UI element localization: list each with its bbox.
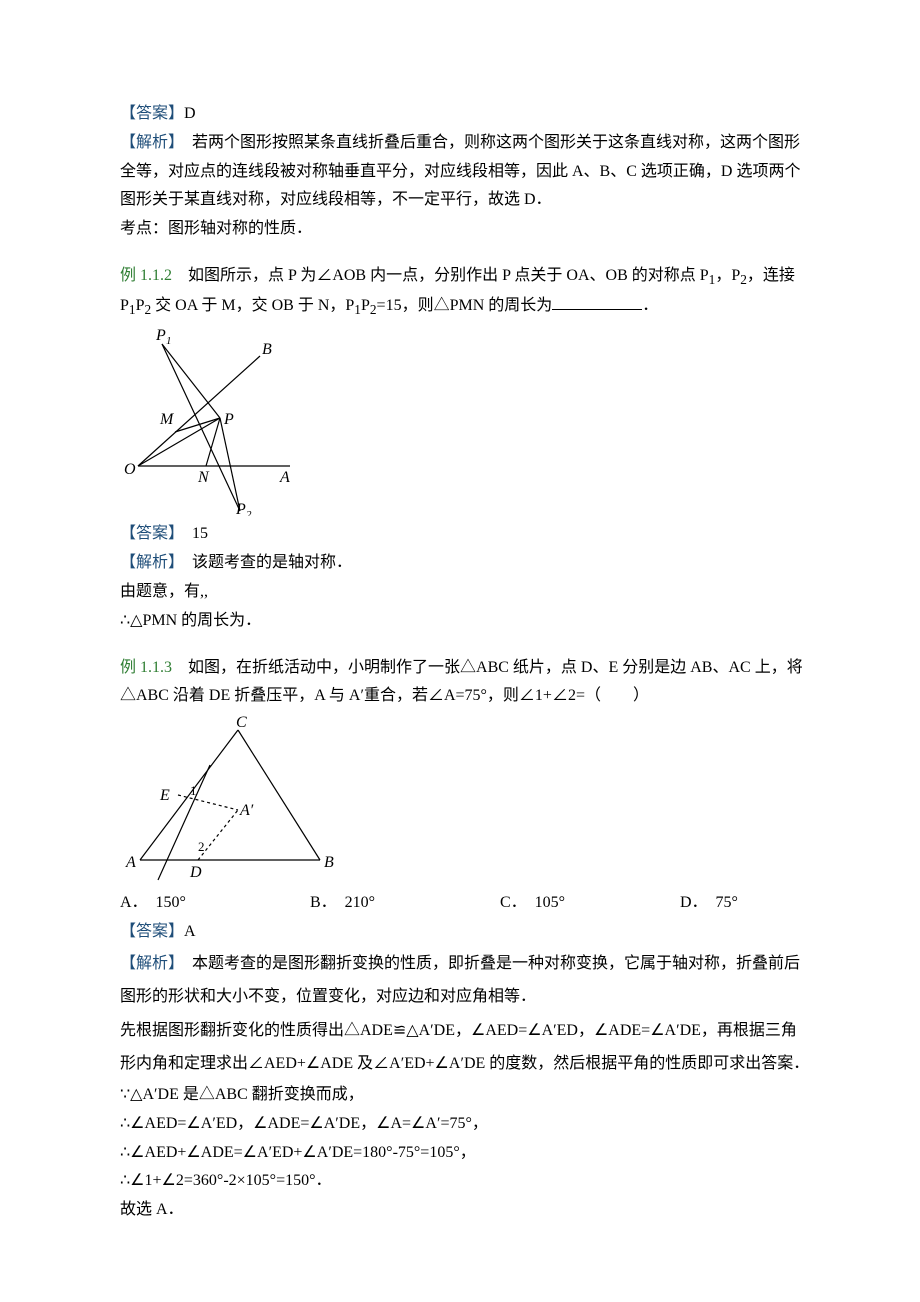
subscript: 1 xyxy=(354,302,361,317)
diagram-svg: P1 B M P O N A P2 xyxy=(120,326,300,516)
svg-text:A′: A′ xyxy=(239,802,254,819)
diagram-svg: C E 1 A′ A 2 B D xyxy=(120,715,350,885)
example-1-1-3-stem: 例 1.1.3 如图，在折纸活动中，小明制作了一张△ABC 纸片，点 D、E 分… xyxy=(120,654,810,712)
analysis-text: 若两个图形按照某条直线折叠后重合，则称这两个图形关于这条直线对称，这两个图形全等… xyxy=(120,134,800,209)
analysis-2-line3: 由题意，有,, xyxy=(120,578,810,607)
choice-b: B． 210° xyxy=(310,889,500,918)
analysis-text: 本题考查的是图形翻折变换的性质，即折叠是一种对称变换，它属于轴对称，折叠前后图形… xyxy=(120,955,800,1006)
svg-text:N: N xyxy=(197,469,210,486)
stem-text: 交 OA 于 M，交 OB 于 N，P xyxy=(151,297,354,314)
choice-a: A． 150° xyxy=(120,889,310,918)
spacer xyxy=(120,244,810,262)
answer-label: 【答案】 xyxy=(120,105,184,122)
svg-text:1: 1 xyxy=(166,335,172,347)
kaodian-label: 考点： xyxy=(120,220,168,237)
svg-text:P: P xyxy=(235,501,246,516)
stem-text: ，P xyxy=(715,267,740,284)
answer-line-2: 【答案】 15 xyxy=(120,520,810,549)
example-label: 例 1.1.2 xyxy=(120,267,188,284)
analysis-3-p1: 【解析】 本题考查的是图形翻折变换的性质，即折叠是一种对称变换，它属于轴对称，折… xyxy=(120,947,810,1014)
stem-text: ． xyxy=(642,297,658,314)
analysis-3-l1: ∵△A′DE 是△ABC 翻折变换而成， xyxy=(120,1081,810,1110)
svg-text:B: B xyxy=(324,854,334,871)
subscript: 1 xyxy=(129,302,136,317)
svg-text:E: E xyxy=(159,787,170,804)
analysis-3-l3: ∴∠AED+∠ADE=∠A′ED+∠A′DE=180°-75°=105°， xyxy=(120,1139,810,1168)
svg-text:B: B xyxy=(262,341,272,358)
figure-1-1-3: C E 1 A′ A 2 B D xyxy=(120,715,810,885)
analysis-label: 【解析】 xyxy=(120,955,192,972)
answer-value: A xyxy=(184,923,196,940)
analysis-label: 【解析】 xyxy=(120,134,176,151)
figure-1-1-2: P1 B M P O N A P2 xyxy=(120,326,810,516)
page: 【答案】D 【解析】 若两个图形按照某条直线折叠后重合，则称这两个图形关于这条直… xyxy=(0,0,920,1285)
choice-d: D． 75° xyxy=(680,889,800,918)
example-1-1-2-stem: 例 1.1.2 如图所示，点 P 为∠AOB 内一点，分别作出 P 点关于 OA… xyxy=(120,262,810,322)
kaodian-text: 图形轴对称的性质． xyxy=(168,220,312,237)
analysis-3-p2: 先根据图形翻折变化的性质得出△ADE≌△A′DE，∠AED=∠A′ED，∠ADE… xyxy=(120,1014,810,1081)
answer-line-3: 【答案】A xyxy=(120,918,810,947)
spacer xyxy=(120,636,810,654)
svg-text:A: A xyxy=(125,854,136,871)
analysis-3-l5: 故选 A． xyxy=(120,1196,810,1225)
stem-text: 如图所示，点 P 为∠AOB 内一点，分别作出 P 点关于 OA、OB 的对称点… xyxy=(188,267,709,284)
answer-label: 【答案】 xyxy=(120,525,192,542)
stem-text: 如图，在折纸活动中，小明制作了一张△ABC 纸片，点 D、E 分别是边 AB、A… xyxy=(120,659,803,705)
svg-text:O: O xyxy=(124,461,136,478)
kaodian-1: 考点：图形轴对称的性质． xyxy=(120,215,810,244)
svg-text:P: P xyxy=(223,411,234,428)
stem-text: =15，则△PMN 的周长为 xyxy=(377,297,553,314)
subscript: 2 xyxy=(740,272,747,287)
answer-label: 【答案】 xyxy=(120,923,184,940)
analysis-3-l4: ∴∠1+∠2=360°-2×105°=150°． xyxy=(120,1167,810,1196)
analysis-1: 【解析】 若两个图形按照某条直线折叠后重合，则称这两个图形关于这条直线对称，这两… xyxy=(120,129,810,215)
analysis-2-line4: ∴△PMN 的周长为． xyxy=(120,607,810,636)
fill-blank xyxy=(552,293,642,310)
svg-text:P: P xyxy=(155,327,166,344)
svg-text:D: D xyxy=(189,864,202,881)
subscript: 2 xyxy=(370,302,377,317)
analysis-label: 【解析】 xyxy=(120,554,192,571)
svg-text:C: C xyxy=(236,715,247,731)
answer-value: 15 xyxy=(192,525,208,542)
svg-text:2: 2 xyxy=(246,509,252,516)
svg-text:A: A xyxy=(279,469,290,486)
example-label: 例 1.1.3 xyxy=(120,659,188,676)
choices-row: A． 150° B． 210° C． 105° D． 75° xyxy=(120,889,810,918)
choice-c: C． 105° xyxy=(500,889,680,918)
svg-text:1: 1 xyxy=(190,783,197,798)
analysis-text: 该题考查的是轴对称． xyxy=(192,554,352,571)
answer-value: D xyxy=(184,105,196,122)
analysis-3-l2: ∴∠AED=∠A′ED，∠ADE=∠A′DE，∠A=∠A′=75°， xyxy=(120,1110,810,1139)
stem-text: P xyxy=(361,297,370,314)
answer-line-1: 【答案】D xyxy=(120,100,810,129)
svg-text:M: M xyxy=(159,411,175,428)
analysis-2: 【解析】 该题考查的是轴对称． xyxy=(120,549,810,578)
svg-text:2: 2 xyxy=(198,839,205,854)
